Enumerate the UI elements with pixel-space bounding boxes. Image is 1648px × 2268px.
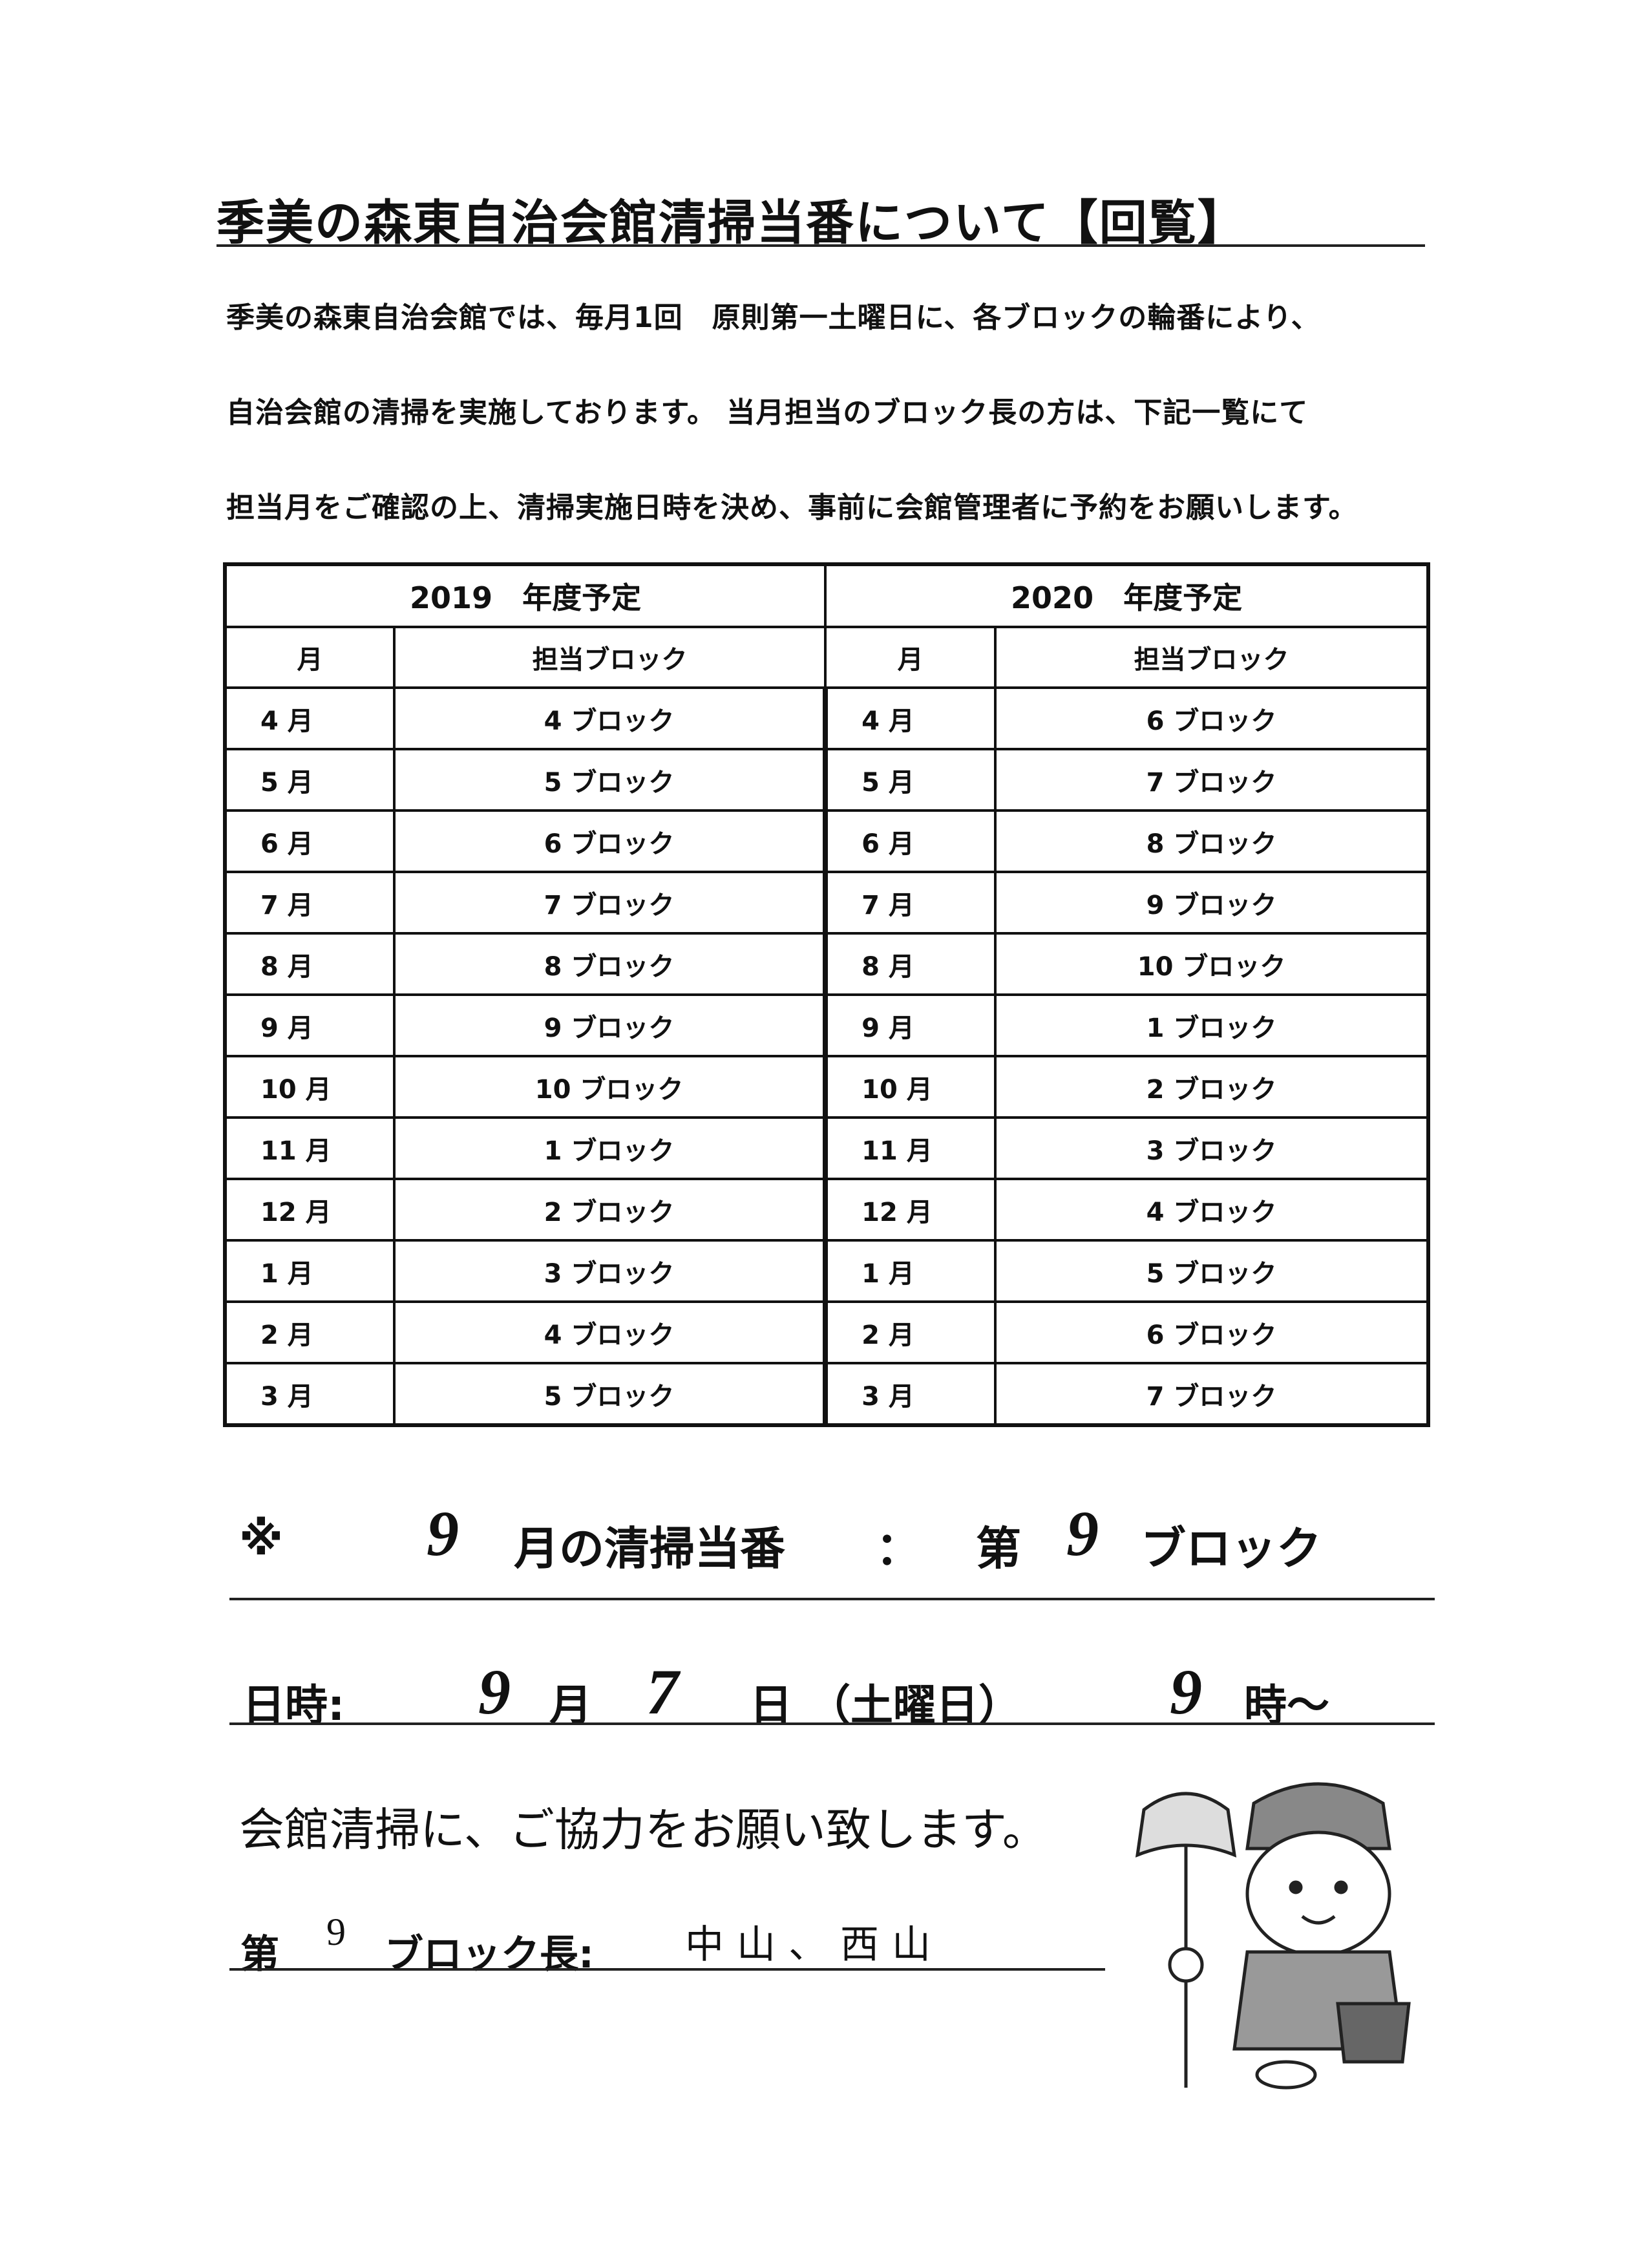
month-2019-cell: 1 月 <box>224 1239 396 1303</box>
block-2019-cell: 6 ブロック <box>392 809 829 873</box>
block-2020-cell: 1 ブロック <box>994 993 1430 1057</box>
month-2020-cell: 10 月 <box>824 1055 997 1119</box>
block-2020-cell: 4 ブロック <box>994 1178 1430 1242</box>
month-2020-cell: 2 月 <box>824 1300 997 1364</box>
col-block-2020: 担当ブロック <box>994 626 1430 689</box>
cleaner-character-illustration <box>1135 1782 1411 2090</box>
leader-block-handwritten: 9 <box>326 1911 346 1953</box>
col-month-2020: 月 <box>824 626 997 689</box>
block-2020-cell: 5 ブロック <box>994 1239 1430 1303</box>
block-2019-cell: 5 ブロック <box>392 1362 829 1426</box>
duty-month-handwritten: 9 <box>427 1498 459 1569</box>
block-2019-cell: 4 ブロック <box>392 1300 829 1364</box>
block-2019-cell: 1 ブロック <box>392 1116 829 1180</box>
month-2019-cell: 12 月 <box>224 1178 396 1242</box>
bucket <box>1336 2002 1411 2064</box>
month-2019-cell: 11 月 <box>224 1116 396 1180</box>
block-2020-cell: 7 ブロック <box>994 1362 1430 1426</box>
intro-line-1: 季美の森東自治会館では、毎月1回 原則第一土曜日に、各ブロックの輪番により、 <box>226 301 1320 334</box>
block-2020-cell: 6 ブロック <box>994 686 1430 750</box>
block-2020-cell: 2 ブロック <box>994 1055 1430 1119</box>
datetime-weekday: （土曜日） <box>808 1680 1021 1730</box>
block-2019-cell: 7 ブロック <box>392 871 829 935</box>
leader-names-handwritten: 中山、西山 <box>685 1924 944 1966</box>
intro-line-2: 自治会館の清掃を実施しております。 当月担当のブロック長の方は、下記一覧にて <box>226 396 1309 429</box>
note-mark: ※ <box>239 1512 284 1565</box>
month-2020-cell: 9 月 <box>824 993 997 1057</box>
datetime-label: 日時: <box>242 1680 345 1730</box>
intro-line-3: 担当月をご確認の上、清掃実施日時を決め、事前に会館管理者に予約をお願いします。 <box>226 491 1358 524</box>
duty-month-label: 月の清掃当番 <box>514 1522 785 1575</box>
month-2020-cell: 1 月 <box>824 1239 997 1303</box>
month-2019-cell: 9 月 <box>224 993 396 1057</box>
datetime-day-handwritten: 7 <box>646 1656 679 1728</box>
block-2019-cell: 10 ブロック <box>392 1055 829 1119</box>
block-2019-cell: 4 ブロック <box>392 686 829 750</box>
month-2019-cell: 8 月 <box>224 932 396 996</box>
face <box>1245 1830 1391 1957</box>
block-2019-cell: 2 ブロック <box>392 1178 829 1242</box>
month-2020-cell: 4 月 <box>824 686 997 750</box>
month-2020-cell: 3 月 <box>824 1362 997 1426</box>
header-2019: 2019 年度予定 <box>223 563 827 628</box>
request-text: 会館清掃に、ご協力をお願い致します。 <box>239 1803 1048 1856</box>
datetime-hour-unit: 時～ <box>1244 1680 1329 1730</box>
month-2019-cell: 5 月 <box>224 748 396 812</box>
hand <box>1168 1947 1204 1983</box>
duty-block-handwritten: 9 <box>1066 1498 1099 1569</box>
block-2019-cell: 5 ブロック <box>392 748 829 812</box>
block-2020-cell: 6 ブロック <box>994 1300 1430 1364</box>
col-block-2019: 担当ブロック <box>392 626 827 689</box>
broom-head <box>1135 1792 1237 1858</box>
month-2019-cell: 10 月 <box>224 1055 396 1119</box>
duty-underline <box>229 1598 1435 1600</box>
schedule-table: 2019 年度予定 2020 年度予定 月 担当ブロック 月 担当ブロック 4 … <box>223 562 1430 1427</box>
datetime-hour-handwritten: 9 <box>1170 1656 1202 1728</box>
month-2019-cell: 3 月 <box>224 1362 396 1426</box>
col-month-2019: 月 <box>224 626 396 689</box>
month-2020-cell: 7 月 <box>824 871 997 935</box>
title-underline <box>217 244 1425 247</box>
month-2019-cell: 7 月 <box>224 871 396 935</box>
datetime-month-handwritten: 9 <box>478 1656 511 1728</box>
month-2020-cell: 11 月 <box>824 1116 997 1180</box>
block-2019-cell: 8 ブロック <box>392 932 829 996</box>
datetime-month-unit: 月 <box>549 1680 592 1730</box>
month-2020-cell: 5 月 <box>824 748 997 812</box>
datetime-day-unit: 日 <box>750 1680 792 1730</box>
month-2019-cell: 2 月 <box>224 1300 396 1364</box>
block-2020-cell: 8 ブロック <box>994 809 1430 873</box>
block-2019-cell: 9 ブロック <box>392 993 829 1057</box>
block-2020-cell: 10 ブロック <box>994 932 1430 996</box>
month-2020-cell: 6 月 <box>824 809 997 873</box>
cap <box>1245 1782 1391 1850</box>
duty-dai: 第 <box>976 1522 1021 1575</box>
block-2019-cell: 3 ブロック <box>392 1239 829 1303</box>
duty-block-label: ブロック <box>1141 1522 1322 1575</box>
document-title: 季美の森東自治会館清掃当番について【回覧】 <box>217 195 1247 251</box>
block-2020-cell: 3 ブロック <box>994 1116 1430 1180</box>
block-2020-cell: 9 ブロック <box>994 871 1430 935</box>
month-2019-cell: 4 月 <box>224 686 396 750</box>
block-2020-cell: 7 ブロック <box>994 748 1430 812</box>
header-2020: 2020 年度予定 <box>824 563 1430 628</box>
datetime-underline <box>229 1722 1435 1725</box>
leader-underline <box>229 1968 1105 1971</box>
month-2020-cell: 12 月 <box>824 1178 997 1242</box>
month-2020-cell: 8 月 <box>824 932 997 996</box>
duty-colon: ： <box>876 1522 921 1575</box>
month-2019-cell: 6 月 <box>224 809 396 873</box>
